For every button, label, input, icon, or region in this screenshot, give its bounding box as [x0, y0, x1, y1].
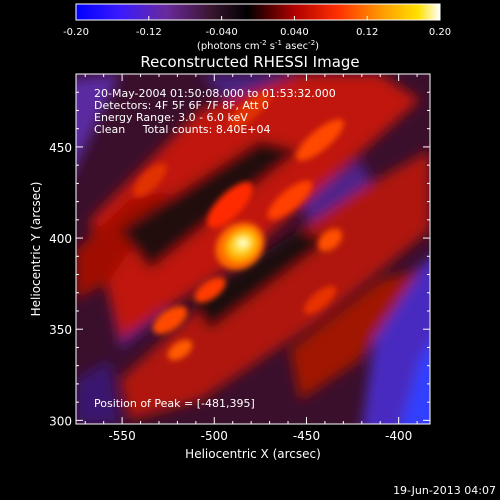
colorbar-tick-label: 0.12 — [356, 27, 378, 38]
x-tick-label: -550 — [108, 429, 135, 443]
y-tick-label: 300 — [49, 414, 72, 428]
y-tick-label: 450 — [49, 141, 72, 155]
x-axis: -550 -500 -450 -400 — [84, 74, 418, 443]
y-tick-label: 400 — [49, 232, 72, 246]
colorbar-tick-label: 0.040 — [280, 27, 309, 38]
colorbar-tick-label: 0.20 — [429, 27, 451, 38]
plot-frame — [75, 73, 431, 425]
colorbar: -0.20 -0.12 -0.040 0.040 0.12 0.20 (photons c… — [63, 3, 451, 52]
colorbar-ticks: -0.20 -0.12 -0.040 0.040 0.12 0.20 — [63, 16, 451, 38]
x-tick-label: -400 — [385, 429, 412, 443]
footer-date: 19-Jun-2013 04:07 — [393, 484, 496, 497]
colorbar-tick-label: -0.12 — [136, 27, 162, 38]
image-annotations: 20-May-2004 01:50:08.000 to 01:53:32.000… — [94, 87, 336, 410]
annotation-peak: Position of Peak = [-481,395] — [94, 397, 255, 410]
annotation-detectors: Detectors: 4F 5F 6F 7F 8F, Att 0 — [94, 99, 269, 112]
y-tick-label: 350 — [49, 323, 72, 337]
heatmap-image — [76, 74, 430, 424]
y-axis-label: Heliocentric Y (arcsec) — [29, 182, 43, 317]
y-axis: 300 350 400 450 — [49, 73, 430, 428]
chart-title: Reconstructed RHESSI Image — [140, 53, 359, 71]
annotation-energy: Energy Range: 3.0 - 6.0 keV — [94, 111, 248, 124]
x-tick-label: -500 — [201, 429, 228, 443]
colorbar-tick-label: -0.040 — [205, 27, 237, 38]
colorbar-gradient — [75, 3, 441, 21]
colorbar-unit-label: (photons cm-2 s-1 asec-2) — [197, 39, 319, 52]
x-tick-label: -450 — [293, 429, 320, 443]
annotation-time: 20-May-2004 01:50:08.000 to 01:53:32.000 — [94, 87, 336, 100]
colorbar-tick-label: -0.20 — [63, 27, 89, 38]
x-axis-label: Heliocentric X (arcsec) — [185, 447, 321, 461]
annotation-clean: Clean Total counts: 8.40E+04 — [94, 123, 271, 136]
